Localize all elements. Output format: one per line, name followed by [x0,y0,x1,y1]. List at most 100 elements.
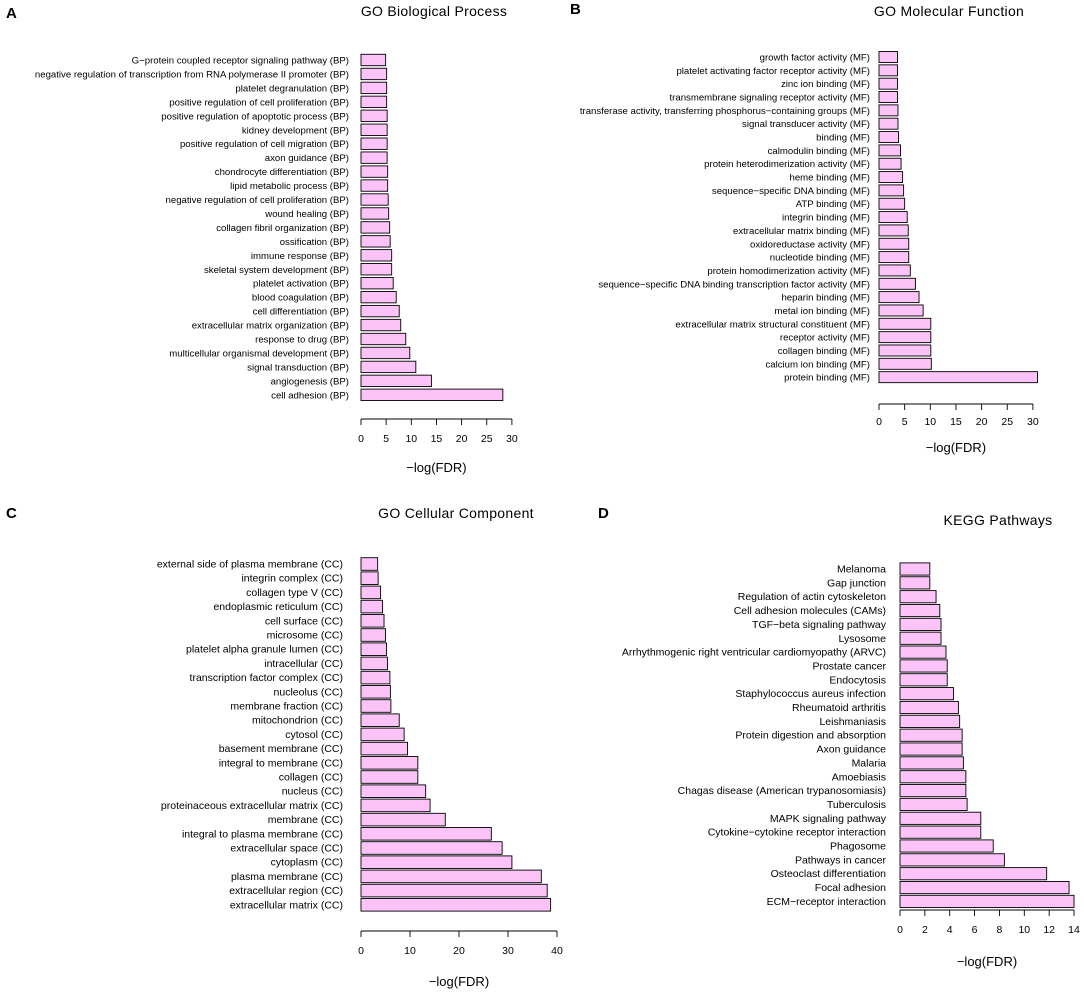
x-tick-label: 5 [902,416,908,428]
category-label: receptor activity (MF) [780,333,870,344]
x-axis-label: −log(FDR) [406,460,466,475]
category-label: kidney development (BP) [242,125,349,136]
bar [360,699,392,713]
bar [899,756,964,770]
bar [878,197,906,210]
panel-label: A [6,5,17,22]
bar [360,812,446,827]
bar [360,727,405,742]
category-label: platelet activation (BP) [253,279,349,290]
bar [899,825,982,839]
bar [878,264,911,277]
category-label: protein homodimerization activity (MF) [707,266,870,277]
bar [899,881,1070,895]
bar [360,374,432,387]
bar [360,388,504,401]
category-label: transmembrane signaling receptor activit… [670,93,870,104]
bar [360,656,388,671]
bar [899,867,1048,881]
chart-title: GO Cellular Component [378,505,534,521]
bar [878,171,904,184]
category-label: skeletal system development (BP) [204,265,349,276]
category-label: extracellular matrix binding (MF) [733,226,870,237]
category-label: zinc ion binding (MF) [781,79,870,90]
x-tick-label: 0 [358,945,364,957]
x-tick-label: 0 [897,924,903,936]
x-tick-label: 25 [481,433,493,445]
category-label: ATP binding (MF) [796,199,870,210]
category-label: binding (MF) [816,133,870,144]
category-label: Melanoma [837,564,886,576]
category-label: oxidoreductase activity (MF) [750,239,870,250]
bar [360,151,388,164]
category-label: TGF−beta signaling pathway [752,619,887,631]
bar [899,617,942,631]
category-label: lipid metabolic process (BP) [230,181,349,192]
category-label: nucleus (CC) [282,786,343,798]
category-label: basement membrane (CC) [219,743,343,755]
bar [360,332,407,346]
category-label: endoplasmic reticulum (CC) [213,601,343,613]
chart-title: GO Biological Process [361,3,507,19]
bar [360,263,393,276]
category-label: microsome (CC) [267,630,343,642]
bar [878,91,898,103]
x-tick-label: 25 [1001,416,1013,428]
bar [878,117,899,130]
x-tick-label: 5 [383,433,389,445]
bar [878,144,901,157]
x-tick-label: 30 [506,433,518,445]
bar [878,331,932,344]
category-label: Gap junction [827,577,886,589]
bar [360,784,427,798]
panel-a: A GO Biological Process G−protein coupled … [6,3,518,475]
category-label: calcium ion binding (MF) [765,359,870,370]
category-label: extracellular region (CC) [229,885,343,897]
bar [360,869,542,884]
x-tick-label: 14 [1068,924,1080,936]
category-label: cytoplasm (CC) [271,857,343,869]
bar [360,585,382,600]
category-label: cell surface (CC) [265,615,343,627]
bar [878,64,898,77]
bar [360,642,387,656]
bar [899,742,963,756]
bar [360,193,389,206]
bar [899,576,931,590]
x-tick-label: 0 [876,416,882,428]
bar [360,557,379,571]
bar [899,853,1005,867]
x-tick-label: 20 [456,433,468,445]
bar [878,237,910,250]
bar [899,728,963,742]
x-axis-label: −log(FDR) [429,974,489,989]
bar [899,797,968,811]
category-label: signal transducer activity (MF) [742,119,870,130]
category-label: positive regulation of apoptotic process… [161,111,349,122]
x-tick-label: 10 [404,945,416,957]
category-label: protein heterodimerization activity (MF) [704,159,870,170]
bar [360,883,548,898]
category-label: Pathways in cancer [795,854,887,866]
category-label: growth factor activity (MF) [760,53,870,64]
bar [360,571,379,585]
bar [899,894,1075,908]
category-label: chondrocyte differentiation (BP) [215,167,349,178]
bar [360,628,386,642]
category-label: platelet degranulation (BP) [235,83,349,94]
bar [360,109,388,122]
bar [360,304,400,318]
bar [360,277,394,290]
category-label: collagen binding (MF) [778,346,870,357]
category-label: Protein digestion and absorption [735,730,886,742]
bar [360,770,419,784]
x-axis-label: −log(FDR) [926,440,986,455]
category-label: nucleolus (CC) [274,686,343,698]
panel-label: B [570,1,581,18]
bar [899,811,982,825]
category-label: protein binding (MF) [784,373,870,384]
category-label: nucleotide binding (MF) [770,253,870,264]
category-label: axon guidance (BP) [265,153,349,164]
